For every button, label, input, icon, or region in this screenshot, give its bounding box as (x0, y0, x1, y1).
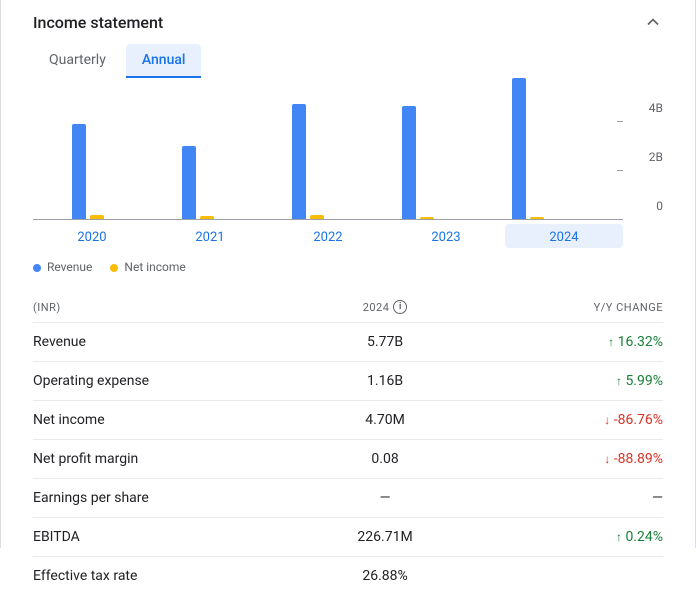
legend-label: Net income (124, 260, 185, 274)
bar[interactable] (292, 104, 306, 219)
col-value-year: 2024 (363, 301, 390, 314)
card-header: Income statement (33, 12, 663, 32)
bar-group[interactable] (363, 98, 473, 219)
metric-change: ↑ 5.99% (478, 373, 663, 389)
metric-name: Effective tax rate (33, 568, 292, 584)
x-axis-label[interactable]: 2023 (387, 224, 505, 248)
metric-name: Revenue (33, 334, 292, 350)
metric-value: 26.88% (292, 568, 477, 584)
y-tick-label: 0 (656, 199, 663, 213)
bar-group[interactable] (143, 98, 253, 219)
metric-name: Net profit margin (33, 451, 292, 467)
metric-value: 4.70M (292, 412, 477, 428)
legend-item: Net income (110, 260, 185, 274)
period-tabs: Quarterly Annual (33, 44, 663, 78)
card-title: Income statement (33, 13, 163, 32)
metric-name: Earnings per share (33, 490, 292, 506)
y-tick-mark (617, 121, 623, 122)
metric-change: — (478, 490, 663, 506)
chart-legend: Revenue Net income (33, 260, 663, 274)
bar[interactable] (182, 146, 196, 219)
table-row: EBITDA226.71M↑ 0.24% (33, 517, 663, 556)
chart-plot-area (33, 98, 623, 220)
income-statement-card: Income statement Quarterly Annual 0 2B 4B … (9, 0, 687, 595)
tab-annual[interactable]: Annual (126, 44, 202, 78)
metric-name: Operating expense (33, 373, 292, 389)
table-body: Revenue5.77B↑ 16.32%Operating expense1.1… (33, 322, 663, 595)
x-axis-labels: 20202021202220232024 (33, 224, 623, 248)
y-tick-mark (617, 170, 623, 171)
bar-group[interactable] (253, 98, 363, 219)
col-metric-head: (INR) (33, 301, 292, 314)
bar-chart: 0 2B 4B 20202021202220232024 (33, 98, 663, 248)
chevron-up-icon[interactable] (643, 12, 663, 32)
bar[interactable] (200, 216, 214, 219)
bar[interactable] (512, 78, 526, 219)
bar-groups (33, 98, 583, 219)
table-row: Net income4.70M↓ -86.76% (33, 400, 663, 439)
financials-table: (INR) 2024 i Y/Y CHANGE Revenue5.77B↑ 16… (33, 292, 663, 595)
x-axis-label[interactable]: 2022 (269, 224, 387, 248)
info-icon[interactable]: i (393, 300, 407, 314)
x-axis-label[interactable]: 2020 (33, 224, 151, 248)
table-row: Revenue5.77B↑ 16.32% (33, 322, 663, 361)
metric-name: EBITDA (33, 529, 292, 545)
table-row: Net profit margin0.08↓ -88.89% (33, 439, 663, 478)
metric-value: 5.77B (292, 334, 477, 350)
table-header: (INR) 2024 i Y/Y CHANGE (33, 292, 663, 322)
bar[interactable] (90, 215, 104, 219)
legend-dot (110, 264, 118, 272)
metric-name: Net income (33, 412, 292, 428)
table-row: Effective tax rate26.88% (33, 556, 663, 595)
y-axis-labels: 0 2B 4B (627, 98, 663, 220)
bar[interactable] (310, 215, 324, 219)
legend-label: Revenue (47, 260, 92, 274)
metric-value: 226.71M (292, 529, 477, 545)
y-tick-label: 2B (649, 150, 663, 164)
metric-value: 0.08 (292, 451, 477, 467)
bar[interactable] (402, 106, 416, 219)
metric-change: ↑ 16.32% (478, 334, 663, 350)
legend-dot (33, 264, 41, 272)
metric-change: ↓ -86.76% (478, 412, 663, 428)
metric-value: 1.16B (292, 373, 477, 389)
col-value-head: 2024 i (292, 300, 477, 314)
bar-group[interactable] (473, 98, 583, 219)
metric-change: ↑ 0.24% (478, 529, 663, 545)
y-tick-label: 4B (649, 101, 663, 115)
tab-quarterly[interactable]: Quarterly (33, 44, 122, 78)
bar[interactable] (530, 217, 544, 219)
metric-value: — (292, 490, 477, 506)
metric-change: ↓ -88.89% (478, 451, 663, 467)
bar-group[interactable] (33, 98, 143, 219)
legend-item: Revenue (33, 260, 92, 274)
bar[interactable] (420, 217, 434, 219)
bar[interactable] (72, 124, 86, 219)
table-row: Earnings per share—— (33, 478, 663, 517)
col-change-head: Y/Y CHANGE (478, 301, 663, 314)
x-axis-label[interactable]: 2021 (151, 224, 269, 248)
x-axis-label[interactable]: 2024 (505, 224, 623, 248)
table-row: Operating expense1.16B↑ 5.99% (33, 361, 663, 400)
y-tick-mark (617, 219, 623, 220)
